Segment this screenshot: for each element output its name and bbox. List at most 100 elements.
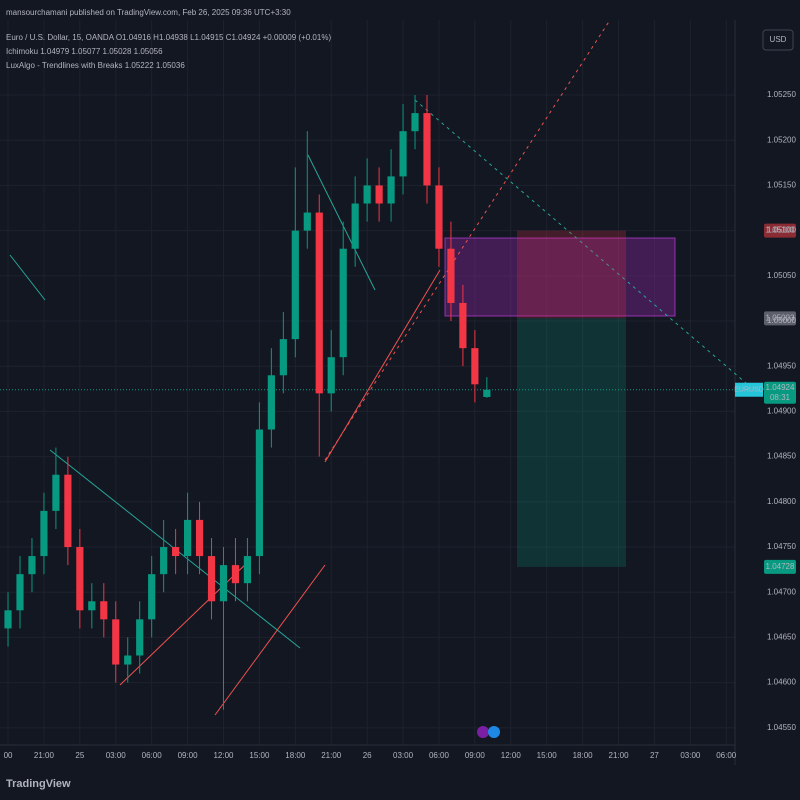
candle-body bbox=[483, 389, 491, 397]
symbol-legend: Euro / U.S. Dollar, 15, OANDA O1.04916 H… bbox=[6, 33, 332, 42]
y-tick-label: 1.05000 bbox=[767, 316, 796, 325]
y-tick-label: 1.04650 bbox=[767, 633, 796, 642]
candle-body bbox=[339, 248, 347, 358]
candle-body bbox=[315, 212, 323, 394]
candle-body bbox=[219, 565, 228, 602]
y-tick-label: 1.04800 bbox=[767, 497, 796, 506]
candle-body bbox=[64, 474, 72, 548]
y-tick-label: 1.05200 bbox=[767, 135, 796, 144]
zone-box bbox=[444, 237, 676, 317]
x-tick-label: 03:00 bbox=[106, 751, 127, 760]
x-tick-label: 12:00 bbox=[501, 751, 522, 760]
position-boxes bbox=[0, 230, 735, 567]
x-tick-label: 06:00 bbox=[429, 751, 450, 760]
x-tick-label: 06:00 bbox=[142, 751, 163, 760]
candle-body bbox=[291, 230, 299, 340]
y-tick-label: 1.04950 bbox=[767, 361, 796, 370]
candle-body bbox=[435, 185, 443, 249]
price-tag-label: 1.05003 bbox=[766, 313, 795, 322]
current-tag-label: 1.04924 bbox=[766, 383, 795, 392]
currency-button[interactable] bbox=[762, 29, 794, 51]
indicator-legend: Ichimoku 1.04979 1.05077 1.05028 1.05056 bbox=[6, 47, 163, 56]
x-tick-label: 18:00 bbox=[285, 751, 306, 760]
candle-body bbox=[4, 610, 12, 629]
candle-body bbox=[16, 574, 24, 611]
candle-body bbox=[387, 176, 395, 204]
candle-body bbox=[136, 619, 144, 656]
trendline bbox=[307, 154, 376, 291]
target-zone bbox=[517, 318, 626, 567]
y-tick-label: 1.05150 bbox=[767, 181, 796, 190]
x-tick-label: 21:00 bbox=[321, 751, 342, 760]
price-tag bbox=[764, 311, 796, 326]
x-tick-label: 09:00 bbox=[178, 751, 199, 760]
x-tick-label: 09:00 bbox=[465, 751, 486, 760]
candle-body bbox=[267, 375, 275, 430]
x-tick-label: 26 bbox=[363, 751, 372, 760]
candle-body bbox=[375, 185, 383, 204]
candle-body bbox=[76, 547, 84, 611]
candle-body bbox=[231, 565, 240, 584]
y-tick-label: 1.05050 bbox=[767, 271, 796, 280]
symbol-tag bbox=[735, 382, 763, 397]
candle-body bbox=[207, 556, 216, 602]
indicator-legend: LuxAlgo - Trendlines with Breaks 1.05222… bbox=[6, 61, 185, 70]
current-tag bbox=[764, 381, 796, 404]
trendline bbox=[324, 19, 611, 461]
trendline bbox=[9, 254, 46, 301]
logo: TradingView bbox=[6, 778, 71, 790]
candle-body bbox=[423, 113, 431, 186]
event-icon[interactable] bbox=[488, 726, 500, 738]
trendline bbox=[119, 559, 251, 686]
candle-body bbox=[351, 203, 359, 249]
x-tick-label: 15:00 bbox=[249, 751, 270, 760]
y-tick-label: 1.05100 bbox=[767, 226, 796, 235]
candles bbox=[4, 95, 491, 710]
x-tick-label: 27 bbox=[650, 751, 659, 760]
candle-body bbox=[243, 556, 252, 584]
event-icon[interactable] bbox=[477, 726, 489, 738]
x-tick-label: 06:00 bbox=[716, 751, 737, 760]
candle-body bbox=[112, 619, 120, 665]
trendline bbox=[324, 269, 441, 463]
symbol-tag-label: EURUSD bbox=[734, 387, 764, 394]
publisher-line: mansourchamani published on TradingView.… bbox=[6, 8, 291, 17]
x-tick-label: 15:00 bbox=[537, 751, 558, 760]
candle-body bbox=[52, 474, 60, 511]
price-tag-label: 1.04728 bbox=[766, 562, 795, 571]
candle-body bbox=[255, 429, 263, 557]
candle-body bbox=[28, 556, 36, 575]
y-tick-label: 1.04700 bbox=[767, 587, 796, 596]
stop-zone bbox=[517, 230, 626, 319]
candle-body bbox=[88, 601, 96, 611]
x-tick-label: 18:00 bbox=[573, 751, 594, 760]
candle-body bbox=[303, 212, 311, 231]
y-tick-label: 1.04600 bbox=[767, 678, 796, 687]
trendline bbox=[414, 99, 761, 396]
candle-body bbox=[471, 348, 479, 385]
candle-body bbox=[40, 510, 48, 557]
candle-body bbox=[183, 519, 192, 557]
x-tick-label: 21:00 bbox=[34, 751, 55, 760]
currency-label: USD bbox=[770, 35, 787, 44]
candle-body bbox=[411, 113, 419, 132]
x-tick-label: 00 bbox=[4, 751, 13, 760]
candle-body bbox=[100, 601, 108, 620]
x-tick-label: 03:00 bbox=[680, 751, 701, 760]
y-tick-label: 1.04850 bbox=[767, 452, 796, 461]
countdown-label: 08:31 bbox=[770, 393, 791, 402]
candle-body bbox=[124, 655, 132, 665]
x-tick-label: 25 bbox=[75, 751, 84, 760]
trendline bbox=[214, 564, 326, 716]
x-tick-label: 03:00 bbox=[393, 751, 414, 760]
x-tick-label: 12:00 bbox=[213, 751, 234, 760]
y-tick-label: 1.05250 bbox=[767, 90, 796, 99]
candle-body bbox=[195, 519, 204, 557]
candle-body bbox=[447, 248, 455, 303]
candle-body bbox=[459, 302, 467, 349]
price-tag bbox=[764, 223, 796, 238]
candle-body bbox=[363, 185, 371, 204]
